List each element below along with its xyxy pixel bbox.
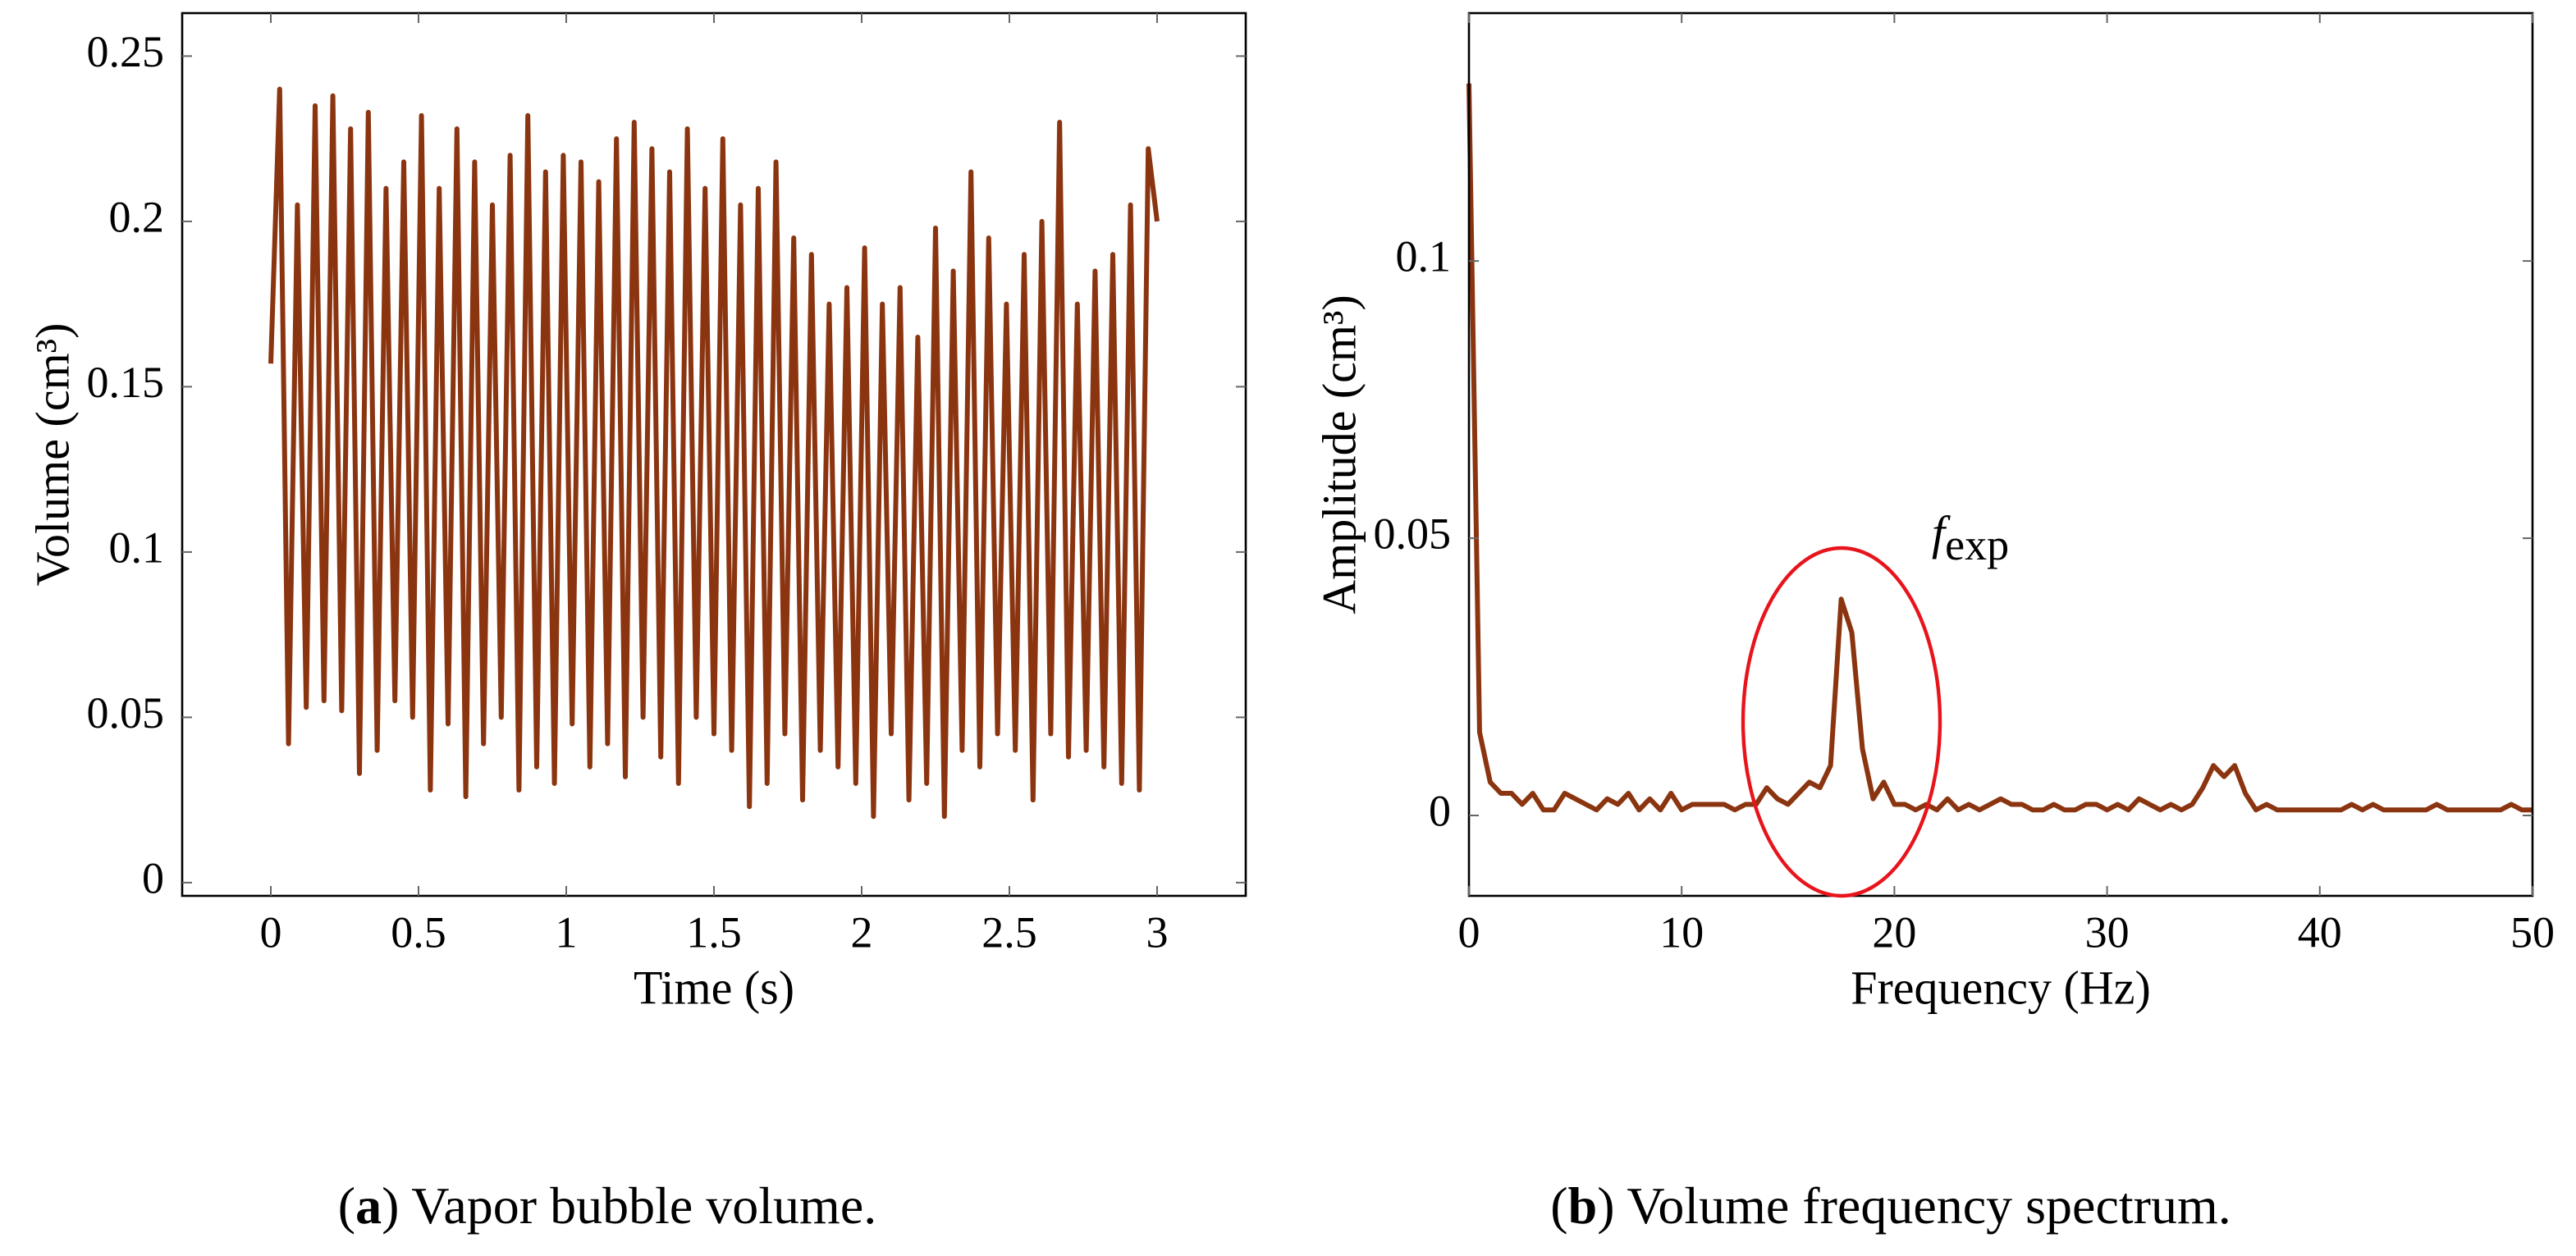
caption-part: ) Volume frequency spectrum. bbox=[1597, 1176, 2231, 1235]
x-tick-label: 1 bbox=[556, 907, 578, 957]
x-tick-label: 2.5 bbox=[981, 907, 1037, 957]
caption-part: ( bbox=[1550, 1176, 1567, 1235]
annotation: fexp bbox=[1932, 506, 2009, 569]
caption-part: b bbox=[1568, 1176, 1598, 1235]
highlight-ellipse bbox=[1741, 546, 1942, 898]
axes-frame bbox=[1467, 11, 2534, 897]
y-tick-label: 0.05 bbox=[87, 688, 165, 738]
caption-part: ( bbox=[338, 1176, 355, 1235]
x-tick-label: 40 bbox=[2298, 907, 2342, 957]
caption-part: ) Vapor bubble volume. bbox=[382, 1176, 876, 1235]
x-tick-label: 1.5 bbox=[686, 907, 742, 957]
caption: (b) Volume frequency spectrum. bbox=[1550, 1176, 2231, 1235]
caption-part: a bbox=[355, 1176, 382, 1235]
y-tick-label: 0.1 bbox=[1396, 232, 1452, 281]
caption: (a) Vapor bubble volume. bbox=[338, 1176, 876, 1235]
x-tick-label: 20 bbox=[1872, 907, 1916, 957]
x-tick-label: 50 bbox=[2510, 907, 2555, 957]
annotation-subscript: exp bbox=[1945, 520, 2009, 569]
y-tick-label: 0.05 bbox=[1374, 509, 1452, 558]
x-tick-label: 30 bbox=[2085, 907, 2130, 957]
y-tick-label: 0.25 bbox=[87, 27, 165, 76]
y-tick-label: 0.1 bbox=[109, 523, 165, 572]
y-tick-label: 0 bbox=[1429, 786, 1451, 835]
y-tick-label: 0 bbox=[142, 853, 164, 902]
data-line bbox=[268, 86, 1160, 820]
data-line bbox=[1466, 83, 2533, 813]
x-tick-label: 0 bbox=[1458, 907, 1480, 957]
axes-frame bbox=[181, 11, 1247, 897]
x-tick-label: 0.5 bbox=[391, 907, 446, 957]
x-tick-label: 0 bbox=[260, 907, 282, 957]
y-axis-label: Volume (cm³) bbox=[25, 323, 79, 587]
x-tick-label: 3 bbox=[1146, 907, 1169, 957]
x-axis-label: Time (s) bbox=[634, 961, 794, 1014]
x-tick-label: 2 bbox=[851, 907, 873, 957]
y-tick-label: 0.2 bbox=[109, 192, 165, 241]
x-tick-label: 10 bbox=[1659, 907, 1704, 957]
y-axis-label: Amplitude (cm³) bbox=[1312, 295, 1366, 614]
x-axis-label: Frequency (Hz) bbox=[1851, 961, 2151, 1014]
y-tick-label: 0.15 bbox=[87, 358, 165, 407]
